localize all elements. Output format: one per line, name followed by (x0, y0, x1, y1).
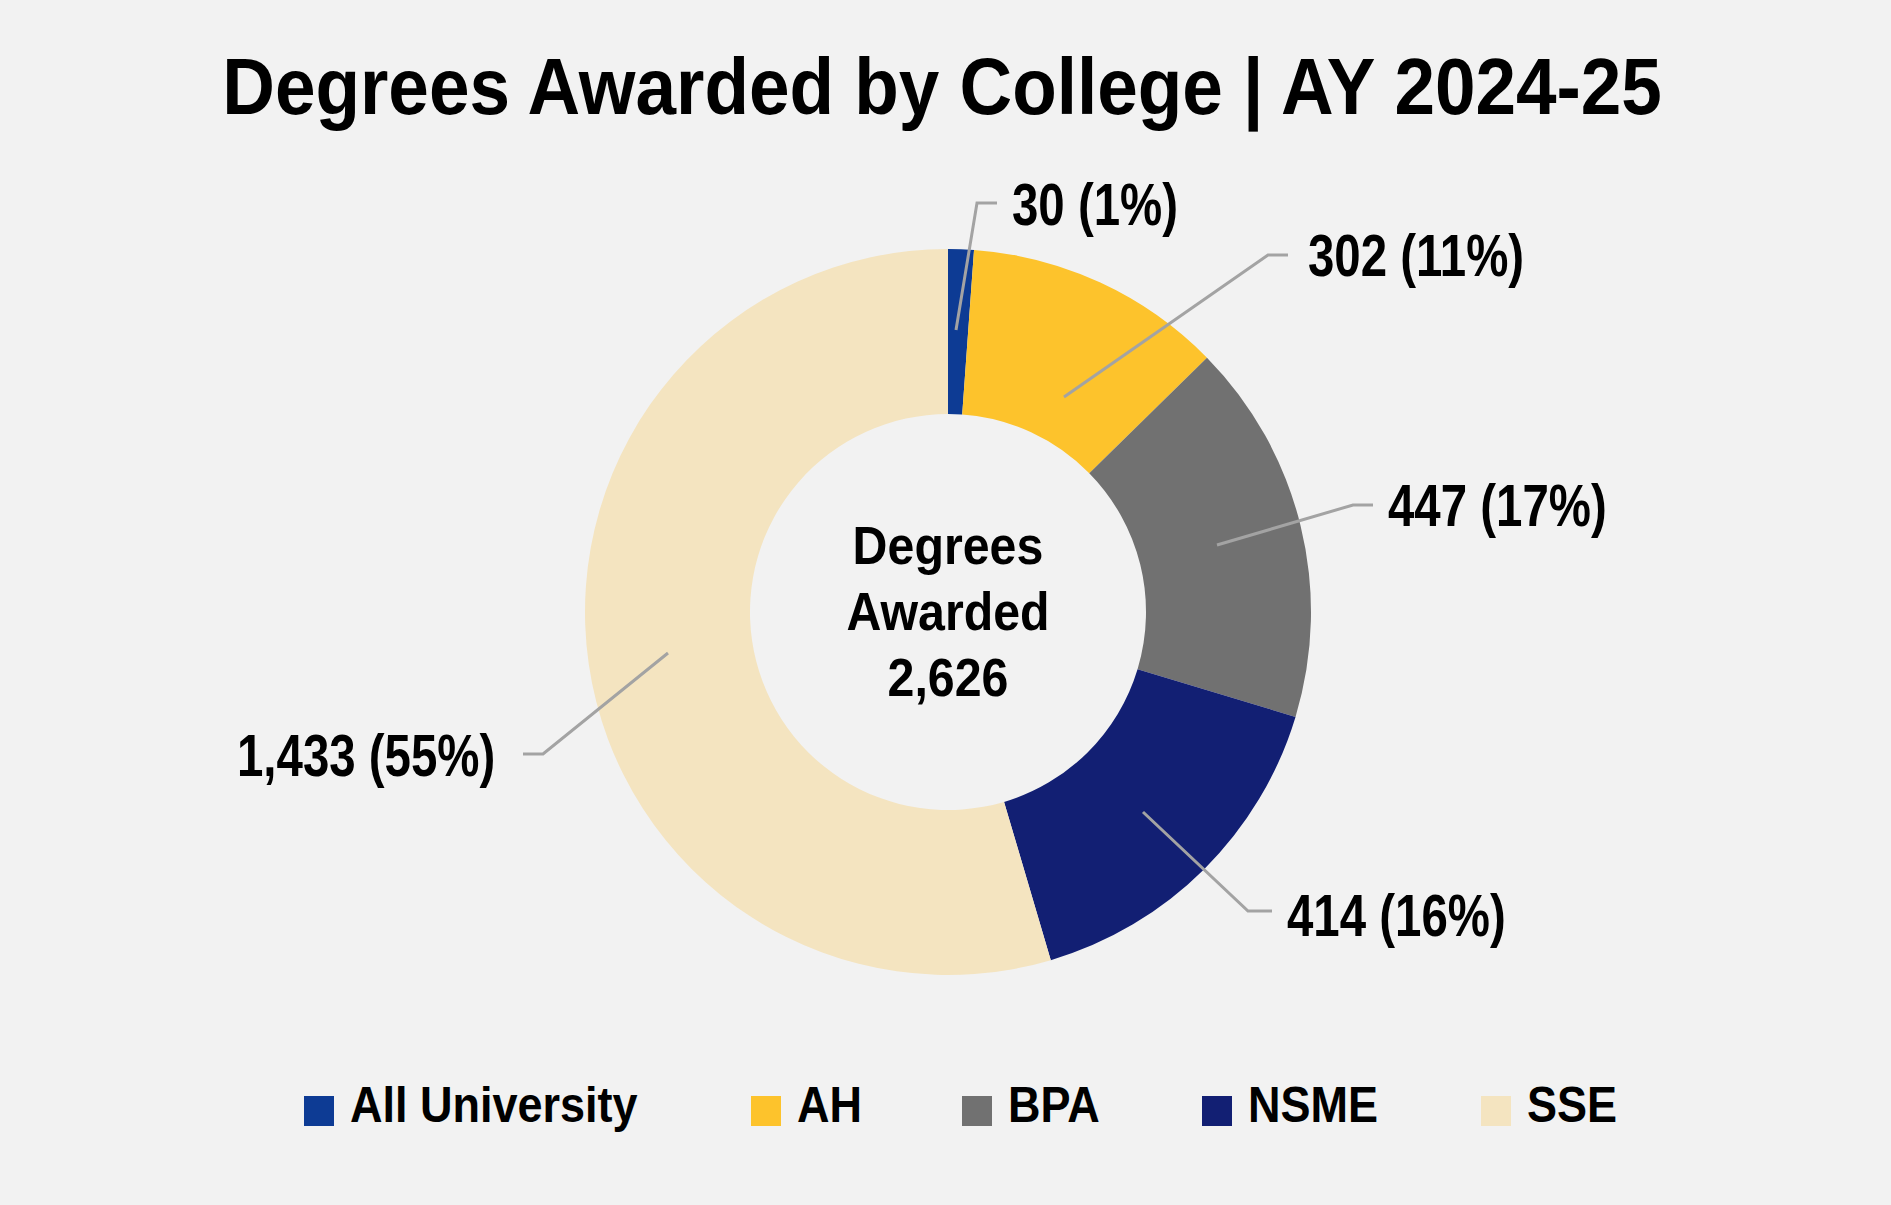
legend-swatch-nsme (1202, 1096, 1232, 1126)
donut-center-label: Degrees Awarded 2,626 (680, 512, 1217, 710)
legend-item-nsme: NSME (1202, 1080, 1392, 1130)
data-label-nsme: 414 (16%) (1287, 886, 1564, 946)
center-label-total: 2,626 (680, 644, 1217, 710)
chart-title: Degrees Awarded by College | AY 2024-25 (0, 47, 1888, 127)
legend-label-all-university: All University (350, 1080, 638, 1130)
legend-swatch-all-university (304, 1096, 334, 1126)
center-label-line1: Degrees (680, 512, 1217, 578)
legend-item-all-university: All University (304, 1080, 670, 1130)
legend-swatch-bpa (962, 1096, 992, 1126)
legend-item-ah: AH (751, 1080, 869, 1130)
slice-nsme (1004, 669, 1295, 960)
data-label-sse: 1,433 (55%) (237, 726, 564, 786)
data-label-ah: 302 (11%) (1308, 226, 1582, 286)
legend-swatch-ah (751, 1096, 781, 1126)
chart-canvas: Degrees Awarded by College | AY 2024-25 … (0, 0, 1891, 1205)
legend-label-sse: SSE (1527, 1080, 1617, 1130)
center-label-line2: Awarded (680, 578, 1217, 644)
data-label-all-university: 30 (1%) (1012, 175, 1222, 235)
legend-swatch-sse (1481, 1096, 1511, 1126)
legend-item-bpa: BPA (962, 1080, 1110, 1130)
legend-label-nsme: NSME (1248, 1080, 1378, 1130)
data-label-bpa: 447 (17%) (1388, 476, 1665, 536)
legend-label-ah: AH (797, 1080, 862, 1130)
legend-label-bpa: BPA (1008, 1080, 1100, 1130)
legend-item-sse: SSE (1481, 1080, 1627, 1130)
